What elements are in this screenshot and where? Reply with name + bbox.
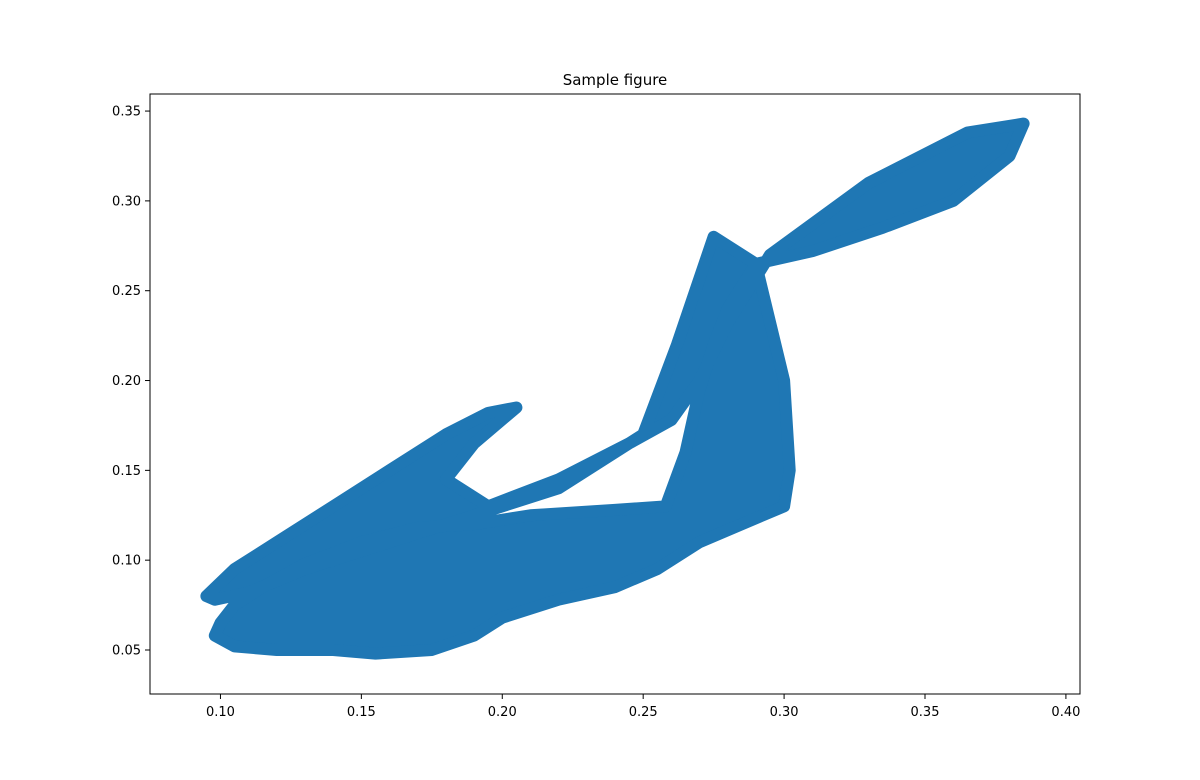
chart-title: Sample figure <box>563 71 668 89</box>
x-tick-label: 0.25 <box>629 705 658 720</box>
x-tick-label: 0.40 <box>1051 705 1080 720</box>
y-tick-label: 0.25 <box>112 284 141 299</box>
y-tick-label: 0.35 <box>112 105 141 120</box>
series-line-0 <box>200 117 1030 660</box>
y-tick-label: 0.20 <box>112 374 141 389</box>
x-tick-label: 0.35 <box>911 705 940 720</box>
y-tick-label: 0.10 <box>112 554 141 569</box>
x-tick-label: 0.15 <box>347 705 376 720</box>
x-tick-label: 0.30 <box>770 705 799 720</box>
y-tick-label: 0.05 <box>112 643 141 658</box>
x-tick-label: 0.10 <box>206 705 235 720</box>
y-tick-label: 0.15 <box>112 464 141 479</box>
x-axis: 0.10 0.15 0.20 0.25 0.30 0.35 0.40 <box>206 694 1080 720</box>
y-tick-label: 0.30 <box>112 194 141 209</box>
plot-frame <box>149 93 1081 695</box>
series-group <box>200 117 1030 660</box>
x-tick-label: 0.20 <box>488 705 517 720</box>
y-axis: 0.05 0.10 0.15 0.20 0.25 0.30 0.35 <box>112 105 150 658</box>
